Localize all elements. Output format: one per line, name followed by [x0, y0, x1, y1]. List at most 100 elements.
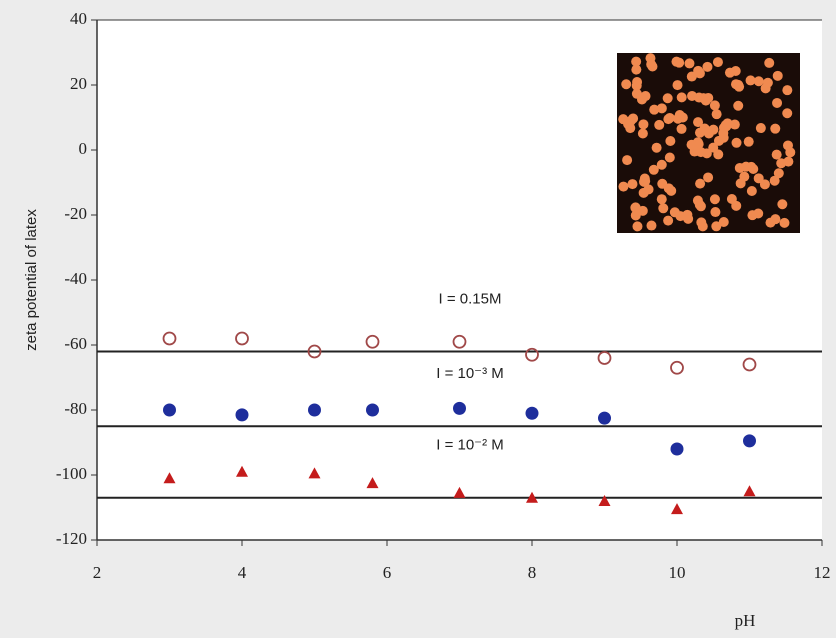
- y-tick-label: -40: [64, 269, 87, 288]
- point: [236, 465, 248, 477]
- particle: [779, 217, 790, 228]
- particle: [770, 214, 781, 225]
- particle: [669, 207, 680, 218]
- particle: [741, 161, 752, 172]
- particle: [638, 119, 649, 130]
- y-tick-label: -100: [56, 464, 87, 483]
- series-annotation: I = 10⁻³ M: [436, 365, 504, 382]
- particle: [622, 155, 633, 166]
- point: [671, 503, 683, 515]
- y-tick-label: 0: [79, 139, 88, 158]
- y-axis-label: zeta potential of latex: [23, 209, 40, 351]
- particle: [743, 136, 754, 147]
- particle: [772, 70, 783, 81]
- y-tick-label: -80: [64, 399, 87, 418]
- particle: [772, 97, 783, 108]
- x-tick-label: 4: [238, 563, 247, 582]
- particle: [769, 175, 780, 186]
- particle: [682, 209, 693, 220]
- particle: [676, 123, 687, 134]
- particle: [662, 93, 673, 104]
- point: [525, 406, 539, 420]
- point: [742, 357, 757, 372]
- particle: [739, 171, 750, 182]
- point: [307, 344, 322, 359]
- point: [743, 434, 756, 448]
- particle: [656, 159, 667, 170]
- particle: [674, 110, 685, 121]
- x-axis-label: pH: [735, 611, 756, 630]
- particle: [747, 210, 758, 221]
- particle: [695, 178, 706, 189]
- particle: [623, 119, 634, 130]
- particle: [708, 142, 719, 153]
- particle: [674, 57, 685, 68]
- point: [163, 403, 176, 417]
- point: [670, 360, 684, 375]
- particle: [782, 140, 793, 151]
- particle: [760, 83, 771, 94]
- particle: [654, 119, 665, 130]
- particle: [637, 205, 648, 216]
- particle: [686, 139, 697, 150]
- particle: [771, 149, 782, 160]
- particle: [657, 178, 668, 189]
- particle: [764, 57, 775, 68]
- particle: [663, 215, 674, 226]
- particle: [664, 152, 675, 163]
- particle: [687, 90, 698, 101]
- particle: [640, 91, 651, 102]
- particle: [753, 173, 764, 184]
- x-tick-label: 2: [93, 563, 102, 582]
- point: [453, 486, 466, 498]
- y-tick-label: -120: [56, 529, 87, 548]
- particle: [709, 100, 720, 111]
- particle: [703, 128, 714, 139]
- particle: [709, 194, 720, 205]
- particle: [711, 221, 722, 232]
- particle: [703, 172, 714, 183]
- y-tick-label: 20: [70, 74, 87, 93]
- particle: [649, 104, 660, 115]
- particle: [733, 100, 744, 111]
- particle: [777, 199, 788, 210]
- particle: [639, 173, 650, 184]
- particle: [656, 194, 667, 205]
- x-tick-label: 10: [669, 563, 686, 582]
- particle: [726, 194, 737, 205]
- particle: [684, 58, 695, 69]
- particle: [646, 220, 657, 231]
- particle: [782, 85, 793, 96]
- particle: [665, 136, 676, 147]
- point: [163, 472, 176, 484]
- point: [597, 351, 612, 365]
- point: [526, 491, 538, 503]
- particle: [645, 53, 656, 64]
- particle: [693, 67, 704, 78]
- particle: [632, 221, 643, 232]
- x-tick-label: 8: [528, 563, 537, 582]
- particle: [621, 79, 632, 90]
- particle: [694, 199, 705, 210]
- particle: [753, 76, 764, 87]
- particle: [700, 95, 711, 106]
- point: [235, 331, 249, 346]
- particle: [702, 61, 713, 72]
- particle: [651, 142, 662, 153]
- point: [366, 477, 379, 489]
- particle: [693, 117, 704, 128]
- point: [365, 334, 380, 349]
- particle: [658, 203, 669, 214]
- particle: [746, 186, 757, 197]
- y-tick-label: -60: [64, 334, 87, 353]
- particle: [648, 164, 659, 175]
- y-tick-label: 40: [70, 9, 87, 28]
- particle: [745, 75, 756, 86]
- point: [308, 467, 321, 479]
- particle: [627, 179, 638, 190]
- point: [743, 485, 756, 497]
- point: [235, 408, 249, 422]
- point: [366, 403, 379, 417]
- series-annotation: I = 0.15M: [439, 290, 502, 307]
